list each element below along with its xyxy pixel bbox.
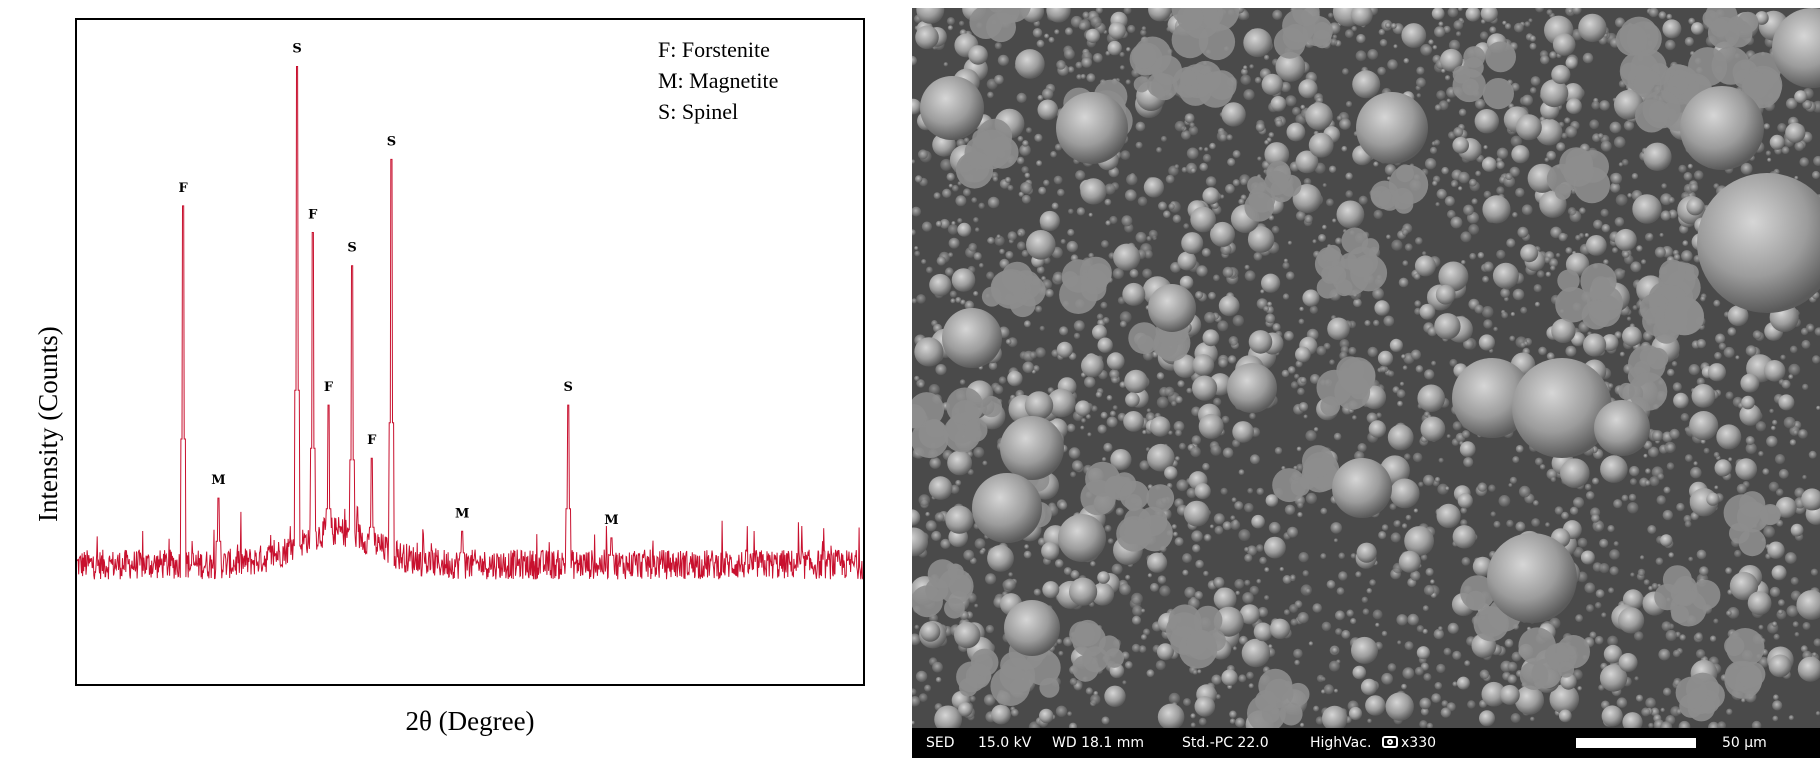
sem-working-distance: WD 18.1 mm: [1052, 735, 1144, 751]
peak-label-m-8: M: [455, 506, 469, 521]
xrd-plot: F M S F F S F S M S M: [77, 41, 863, 580]
legend-entry-magnetite: M: Magnetite: [658, 68, 779, 93]
plot-frame: F M S F F S F S M S M: [75, 18, 865, 686]
scale-bar-label: 50 µm: [1722, 735, 1767, 751]
peak-label-s-5: S: [347, 241, 356, 256]
peak-label-f-3: F: [308, 207, 318, 222]
peak-label-f-4: F: [324, 380, 334, 395]
sem-mode: SED: [926, 735, 955, 751]
peak-label-s-2: S: [292, 41, 301, 56]
sem-info-bar: SED 15.0 kV WD 18.1 mm Std.-PC 22.0 High…: [912, 728, 1820, 758]
sem-image: [912, 8, 1820, 739]
sem-vacuum: HighVac.: [1310, 735, 1372, 751]
peak-label-m-1: M: [211, 473, 225, 488]
sem-micrograph: SED 15.0 kV WD 18.1 mm Std.-PC 22.0 High…: [912, 8, 1820, 758]
peak-label-f-0: F: [178, 181, 188, 196]
camera-icon: [1382, 736, 1398, 748]
peak-label-s-7: S: [387, 134, 396, 149]
legend: F: Forstenite M: Magnetite S: Spinel: [658, 34, 778, 127]
sem-magnification: x330: [1401, 735, 1437, 751]
peak-label-f-6: F: [367, 433, 377, 448]
x-axis-label: 2θ (Degree): [405, 706, 535, 736]
legend-entry-spinel: S: Spinel: [658, 99, 739, 124]
peak-label-s-9: S: [564, 380, 573, 395]
peak-label-m-10: M: [604, 513, 618, 528]
scale-bar: [1576, 738, 1696, 748]
sem-probe: Std.-PC 22.0: [1182, 735, 1269, 751]
sem-voltage: 15.0 kV: [978, 735, 1032, 751]
legend-entry-forstenite: F: Forstenite: [658, 37, 770, 62]
xrd-pattern-line: [77, 66, 863, 580]
xrd-panel: F M S F F S F S M S M F: Forstenite M: Magnetite S…: [0, 0, 900, 767]
y-axis-label: Intensity (Counts): [33, 326, 63, 522]
